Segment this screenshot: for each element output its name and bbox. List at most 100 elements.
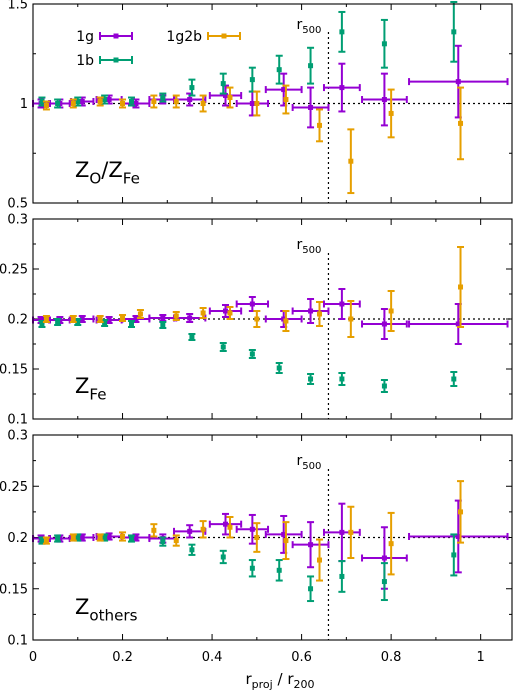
marker	[220, 81, 226, 87]
data-point	[253, 310, 261, 328]
marker	[220, 344, 226, 350]
y-tick-label: 0.3	[7, 429, 28, 444]
data-point	[159, 92, 167, 103]
marker	[458, 284, 464, 290]
marker	[200, 310, 206, 316]
marker	[348, 316, 354, 322]
marker	[339, 301, 345, 307]
data-point	[199, 307, 207, 319]
marker	[339, 85, 345, 91]
panel-2: 0.1 0.15 0.2 0.25 0.3 r500 ZFe	[0, 213, 513, 428]
marker	[455, 79, 461, 85]
marker	[70, 535, 76, 540]
marker	[128, 536, 134, 542]
marker	[55, 536, 61, 542]
x-tick-label: 0.8	[381, 650, 402, 665]
y-tick-label: 0.15	[0, 582, 28, 597]
marker	[106, 317, 112, 323]
data-point	[408, 303, 509, 345]
y-tick-label: 0.1	[7, 634, 28, 649]
data-point	[316, 538, 324, 582]
data-point	[226, 516, 234, 539]
marker	[249, 565, 255, 571]
marker	[317, 557, 323, 563]
marker	[151, 527, 157, 533]
data-point	[282, 84, 290, 115]
marker	[249, 526, 255, 532]
data-point	[307, 575, 315, 603]
data-point	[119, 98, 127, 109]
data-point	[69, 533, 77, 542]
x-tick-labels: 0 0.2 0.4 0.6 0.8 1	[29, 650, 485, 665]
data-point	[127, 320, 135, 328]
data-point	[387, 88, 395, 139]
marker	[451, 29, 457, 35]
marker	[70, 101, 76, 106]
marker	[200, 526, 206, 532]
data-point	[316, 108, 324, 143]
marker	[281, 87, 287, 93]
marker	[455, 321, 461, 327]
data-point	[338, 372, 346, 386]
data-point	[450, 371, 458, 387]
series-1g2b	[42, 84, 465, 195]
data-point	[150, 523, 158, 538]
marker	[254, 101, 260, 106]
data-point	[248, 559, 256, 578]
marker	[187, 528, 193, 534]
data-point	[121, 533, 151, 542]
data-point	[291, 521, 330, 569]
marker	[79, 535, 85, 540]
marker	[381, 41, 387, 47]
data-point	[253, 90, 261, 117]
data-point	[219, 342, 227, 352]
data-point	[38, 320, 46, 328]
data-point	[172, 311, 180, 321]
marker	[120, 315, 126, 321]
marker	[308, 542, 314, 548]
series-1b	[38, 1, 458, 109]
marker	[97, 99, 103, 105]
legend-label: 1g	[76, 29, 94, 45]
data-point	[199, 94, 207, 113]
legend-item-1g2b: 1g2b	[166, 29, 241, 45]
marker	[458, 120, 464, 126]
data-point	[136, 309, 144, 319]
marker	[227, 95, 233, 101]
y-tick-label: 0.25	[0, 480, 28, 495]
data-point	[316, 301, 324, 327]
data-point	[219, 72, 227, 95]
series-1b	[38, 533, 458, 603]
marker	[276, 567, 282, 573]
legend-label: 1b	[76, 53, 94, 69]
marker	[160, 315, 166, 321]
marker	[102, 320, 108, 326]
data-point	[235, 513, 270, 545]
marker	[106, 97, 112, 103]
marker	[388, 541, 394, 547]
marker	[55, 101, 61, 106]
data-point	[380, 18, 388, 69]
data-point	[322, 62, 361, 113]
data-point	[457, 86, 465, 161]
data-point	[188, 78, 196, 97]
data-point	[119, 314, 127, 322]
marker	[222, 308, 228, 314]
y-tick-label: 0.5	[7, 197, 28, 212]
legend-label: 1g2b	[166, 29, 202, 45]
marker	[173, 313, 179, 319]
data-point	[338, 560, 346, 593]
data-point	[264, 514, 303, 554]
data-point	[96, 96, 104, 107]
data-point	[291, 86, 330, 129]
data-point	[159, 321, 167, 329]
marker	[102, 97, 108, 103]
series-1g	[32, 288, 509, 345]
marker	[308, 308, 314, 314]
data-point	[54, 98, 62, 109]
marker	[75, 535, 81, 540]
marker	[75, 319, 81, 325]
data-point	[127, 534, 135, 543]
data-point	[248, 66, 256, 93]
marker	[79, 99, 85, 105]
